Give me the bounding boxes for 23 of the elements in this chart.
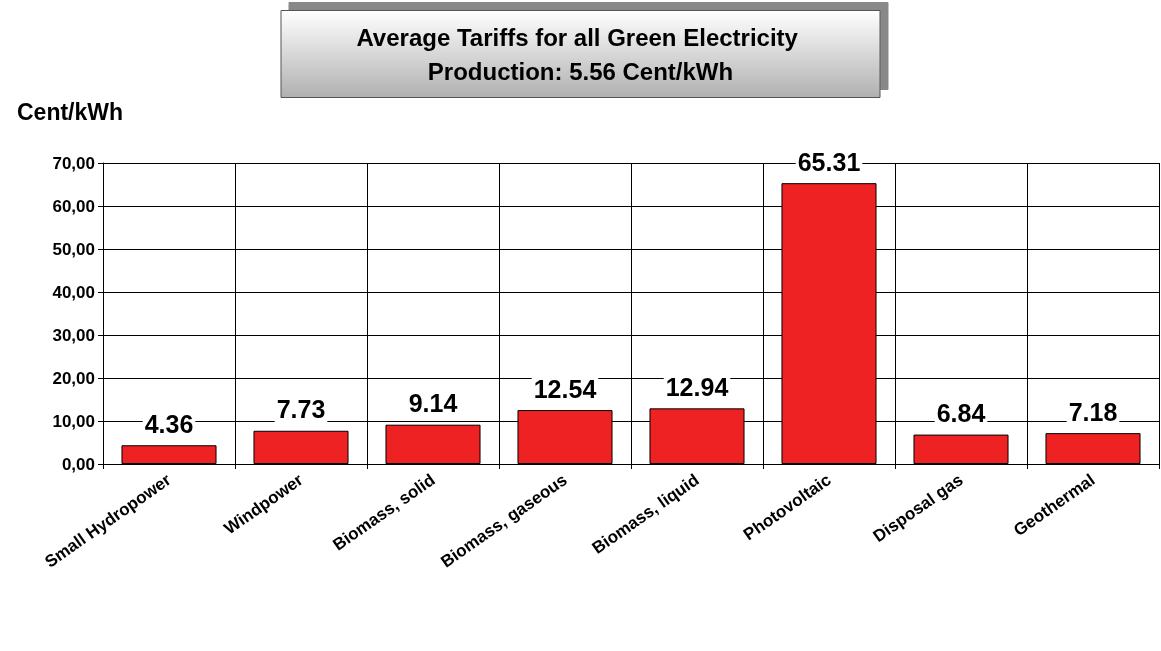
y-tick-label: 30,00 [52,325,95,345]
data-label: 12.94 [665,372,729,401]
data-label: 6.84 [936,399,986,428]
chart-title: Average Tariffs for all Green Electricity Production: 5.56 Cent/kWh [356,23,805,85]
data-label: 12.54 [533,374,597,403]
y-tick-label: 10,00 [52,411,95,431]
y-axis-title: Cent/kWh [17,98,124,125]
bar [913,434,1009,464]
bar [121,445,217,464]
y-tick-label: 40,00 [52,282,95,302]
y-tick-label: 0,00 [61,454,95,474]
data-label: 7.18 [1068,397,1118,426]
y-tick-label: 50,00 [52,239,95,259]
y-tick-label: 60,00 [52,196,95,216]
bar [385,424,481,464]
bar [253,430,349,464]
data-label: 7.73 [276,395,326,424]
data-label: 4.36 [144,409,194,438]
data-label: 65.31 [797,147,861,176]
bar [1045,433,1141,464]
y-tick-label: 70,00 [52,153,95,173]
data-label: 9.14 [408,389,458,418]
y-tick-label: 20,00 [52,368,95,388]
